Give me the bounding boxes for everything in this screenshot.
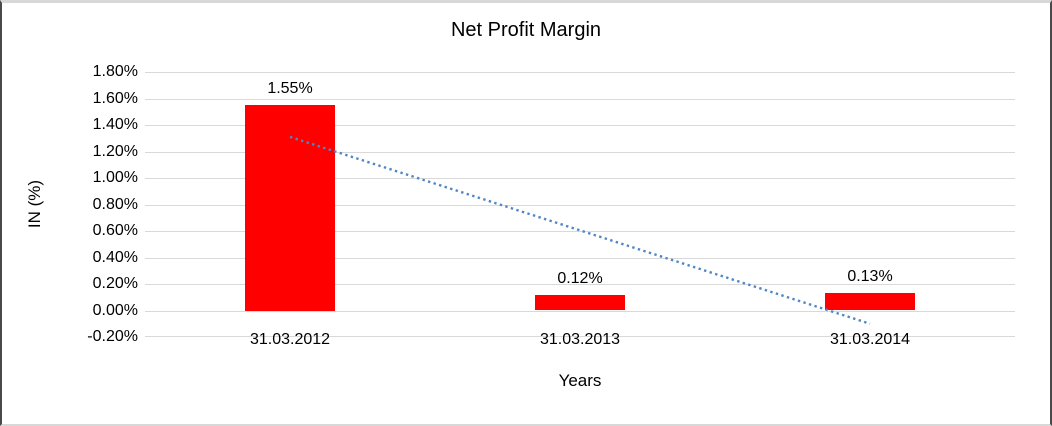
gridline bbox=[145, 284, 1015, 285]
y-tick-label: 0.20% bbox=[92, 275, 138, 292]
y-tick-label: -0.20% bbox=[87, 328, 138, 345]
x-axis-title: Years bbox=[558, 371, 602, 390]
x-category-label: 31.03.2012 bbox=[249, 331, 331, 348]
y-tick-label: 1.60% bbox=[92, 89, 138, 107]
gridline bbox=[145, 125, 1015, 126]
chart-title: Net Profit Margin bbox=[450, 19, 602, 41]
bar-data-label: 0.12% bbox=[557, 269, 603, 287]
bar bbox=[825, 293, 915, 311]
gridline bbox=[145, 151, 1015, 153]
y-tick-label: 0.60% bbox=[92, 222, 138, 239]
y-tick-label: 1.20% bbox=[92, 142, 138, 160]
x-axis-category-labels: 31.03.2012 31.03.2013 31.03.2014 bbox=[145, 330, 1015, 350]
trendline bbox=[289, 135, 871, 325]
bar bbox=[535, 294, 625, 311]
bar-data-label: 0.13% bbox=[847, 268, 893, 286]
gridline bbox=[145, 72, 1015, 73]
x-category-label: 31.03.2014 bbox=[829, 331, 911, 348]
trendline-svg bbox=[289, 135, 871, 325]
gridline bbox=[145, 231, 1015, 232]
gridline bbox=[145, 257, 1015, 259]
gridline bbox=[145, 98, 1015, 100]
plot-area: 1.55% 0.12% 0.13% bbox=[145, 72, 1015, 337]
gridline bbox=[145, 310, 1015, 312]
y-tick-label: 1.00% bbox=[92, 169, 138, 186]
x-category-label: 31.03.2013 bbox=[539, 331, 621, 348]
bar bbox=[245, 105, 335, 311]
y-tick-label: 1.80% bbox=[92, 63, 138, 80]
y-tick-label: 1.40% bbox=[92, 116, 138, 133]
gridline bbox=[145, 204, 1015, 206]
y-tick-label: 0.00% bbox=[92, 301, 138, 319]
y-tick-label: 0.40% bbox=[92, 248, 138, 266]
y-tick-label: 0.80% bbox=[92, 195, 138, 213]
bar-data-label: 1.55% bbox=[267, 80, 313, 98]
y-axis-tick-labels: 1.80% 1.60% 1.40% 1.20% 1.00% 0.80% 0.60% 0.40%… bbox=[2, 63, 138, 345]
gridline bbox=[145, 336, 1015, 337]
gridline bbox=[145, 178, 1015, 179]
